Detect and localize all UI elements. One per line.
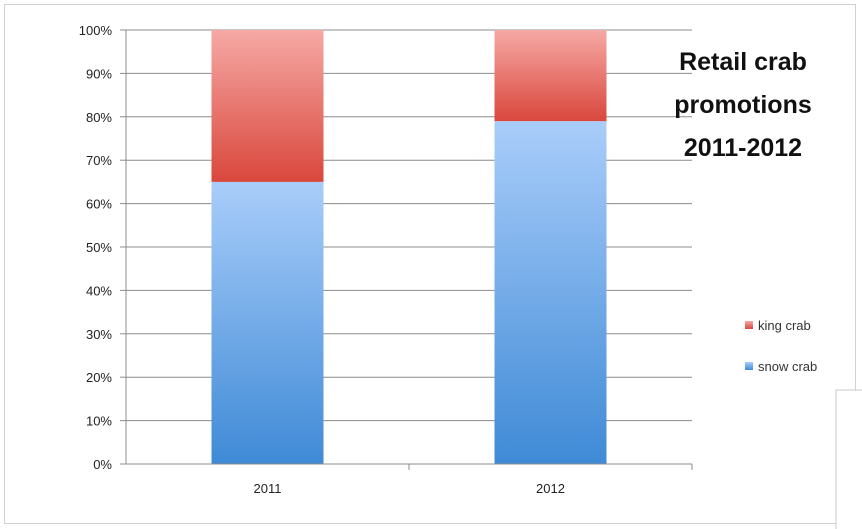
chart-frame <box>4 4 856 524</box>
chart-title-line-1: Retail crab <box>679 48 807 76</box>
y-tick-label: 10% <box>86 414 112 429</box>
legend: king crab snow crab <box>745 318 817 374</box>
y-tick-label: 60% <box>86 197 112 212</box>
x-tick-label: 2011 <box>254 481 282 496</box>
legend-label-king-crab: king crab <box>758 318 811 333</box>
bar-snow-crab-2011 <box>211 181 324 464</box>
gridlines <box>126 29 692 465</box>
legend-label-snow-crab: snow crab <box>758 359 817 374</box>
y-tick-label: 40% <box>86 283 112 298</box>
y-tick-label: 20% <box>86 370 112 385</box>
overlapping-panel <box>835 389 862 529</box>
y-axis-ticks: 0% 10% 20% 30% 40% 50% 60% 70% 80% 90% 100% <box>79 23 126 472</box>
chart-title-line-2: promotions <box>674 91 812 119</box>
chart-title-line-3: 2011-2012 <box>684 134 802 162</box>
bar-king-crab-2012 <box>494 30 607 122</box>
bars <box>211 30 607 464</box>
y-tick-label: 0% <box>93 457 112 472</box>
y-tick-label: 70% <box>86 153 112 168</box>
legend-swatch-king-crab <box>745 321 753 329</box>
y-tick-label: 90% <box>86 66 112 81</box>
y-tick-label: 30% <box>86 327 112 342</box>
legend-swatch-snow-crab <box>745 362 753 370</box>
y-tick-label: 80% <box>86 110 112 125</box>
bar-king-crab-2011 <box>211 30 324 182</box>
bar-snow-crab-2012 <box>494 121 607 464</box>
x-tick-label: 2012 <box>536 481 565 496</box>
y-tick-label: 50% <box>86 240 112 255</box>
x-axis-labels: 2011 2012 <box>254 464 693 496</box>
y-tick-label: 100% <box>79 23 113 38</box>
